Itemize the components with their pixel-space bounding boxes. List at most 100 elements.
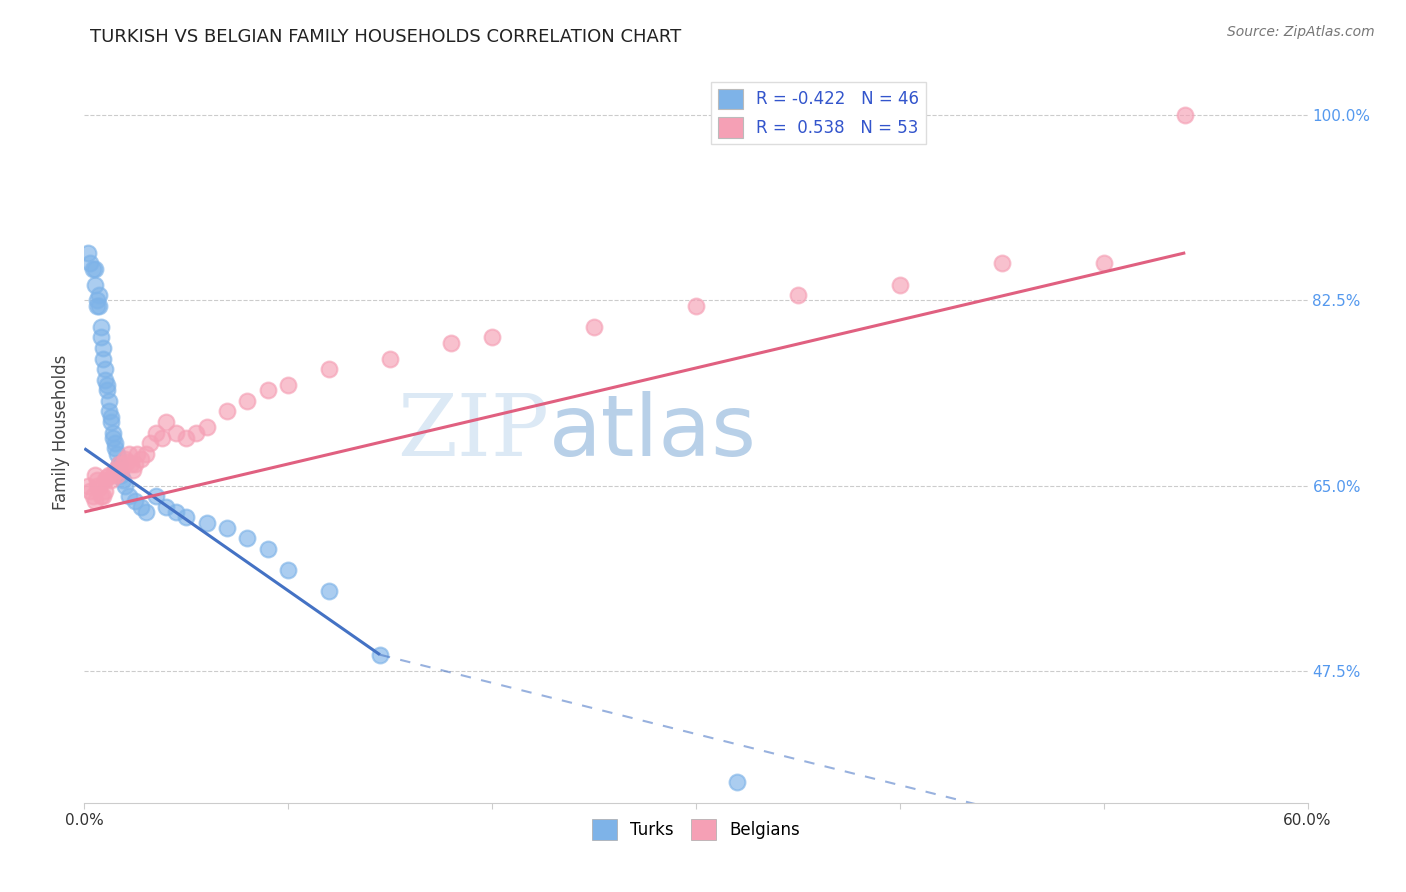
Point [100, 415, 122, 429]
Point [93, 362, 115, 376]
Point [725, 774, 748, 789]
Point [87, 481, 110, 495]
Point [991, 256, 1014, 270]
Point [97, 393, 120, 408]
Point [368, 648, 391, 662]
Point [97, 404, 120, 418]
Point [277, 378, 299, 392]
Text: TURKISH VS BELGIAN FAMILY HOUSEHOLDS CORRELATION CHART: TURKISH VS BELGIAN FAMILY HOUSEHOLDS COR… [90, 28, 682, 45]
Point [889, 277, 911, 292]
Point [83, 494, 105, 508]
Point [145, 425, 167, 440]
Point [87, 288, 110, 302]
Point [87, 299, 110, 313]
Point [97, 467, 120, 482]
Point [93, 473, 115, 487]
Point [96, 470, 118, 484]
Point [114, 478, 136, 492]
Point [114, 452, 136, 467]
Point [236, 393, 259, 408]
Point [127, 447, 149, 461]
Point [145, 489, 167, 503]
Point [787, 288, 810, 302]
Point [104, 442, 127, 456]
Point [583, 319, 606, 334]
Point [135, 447, 157, 461]
Point [318, 362, 340, 376]
Point [91, 489, 114, 503]
Point [124, 494, 146, 508]
Point [1092, 256, 1115, 270]
Point [165, 505, 187, 519]
Point [112, 473, 135, 487]
Point [101, 425, 124, 440]
Point [105, 467, 128, 482]
Point [195, 516, 218, 530]
Point [318, 584, 340, 599]
Point [150, 431, 173, 445]
Point [124, 458, 146, 472]
Point [105, 447, 128, 461]
Point [115, 455, 138, 469]
Point [86, 293, 108, 308]
Point [79, 256, 101, 270]
Text: ZIP: ZIP [398, 391, 550, 475]
Point [440, 335, 463, 350]
Point [217, 521, 239, 535]
Point [93, 373, 115, 387]
Point [83, 277, 105, 292]
Point [100, 409, 122, 424]
Point [122, 462, 145, 476]
Point [174, 510, 197, 524]
Point [195, 420, 218, 434]
Point [131, 452, 153, 467]
Point [77, 245, 100, 260]
Point [120, 458, 142, 472]
Point [108, 458, 131, 472]
Y-axis label: Family Households: Family Households [52, 355, 70, 510]
Text: Source: ZipAtlas.com: Source: ZipAtlas.com [1227, 25, 1375, 39]
Point [155, 415, 177, 429]
Point [1174, 108, 1197, 122]
Point [257, 541, 280, 556]
Point [110, 467, 132, 482]
Point [108, 458, 131, 472]
Point [174, 431, 197, 445]
Point [685, 299, 707, 313]
Point [82, 261, 104, 276]
Point [91, 341, 114, 355]
Point [83, 467, 105, 482]
Point [86, 299, 108, 313]
Point [82, 489, 104, 503]
Point [155, 500, 177, 514]
Point [165, 425, 187, 440]
Point [257, 384, 280, 398]
Point [77, 478, 100, 492]
Point [96, 378, 118, 392]
Point [101, 467, 124, 482]
Point [112, 458, 135, 472]
Point [90, 489, 112, 503]
Point [131, 500, 153, 514]
Point [93, 483, 115, 498]
Point [96, 384, 118, 398]
Point [79, 483, 101, 498]
Point [104, 436, 127, 450]
Point [118, 447, 141, 461]
Point [90, 330, 112, 344]
Point [91, 351, 114, 366]
Text: atlas: atlas [550, 391, 758, 475]
Legend: Turks, Belgians: Turks, Belgians [585, 813, 807, 847]
Point [118, 489, 141, 503]
Point [380, 351, 402, 366]
Point [100, 473, 122, 487]
Point [86, 478, 108, 492]
Point [236, 532, 259, 546]
Point [481, 330, 503, 344]
Point [277, 563, 299, 577]
Point [90, 319, 112, 334]
Point [138, 436, 160, 450]
Point [186, 425, 208, 440]
Point [86, 473, 108, 487]
Point [110, 462, 132, 476]
